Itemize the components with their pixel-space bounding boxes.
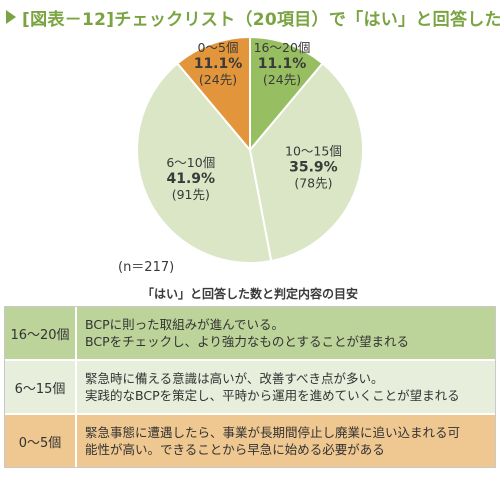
- description-line: 緊急事態に遭遇したら、事業が長期間停止し廃業に追い込まれる可: [85, 425, 461, 440]
- slice-count-label: (91先): [172, 187, 210, 202]
- slice-percent-label: 35.9%: [289, 159, 338, 175]
- table-row: 16～20個 BCPに則った取組みが進んでいる。 BCPをチェックし、より強力な…: [5, 307, 495, 361]
- slice-category-label: 0～5個: [198, 40, 239, 55]
- description-line: 実践的なBCPを策定し、平時から運用を進めていくことが望まれる: [85, 388, 460, 403]
- slice-category-label: 6～10個: [166, 155, 215, 170]
- slice-count-label: (24先): [263, 72, 301, 87]
- description-cell: 緊急時に備える意識は高いが、改善すべき点が多い。 実践的なBCPを策定し、平時か…: [75, 361, 495, 413]
- slice-percent-label: 41.9%: [166, 171, 215, 187]
- title-marker-icon: [6, 10, 16, 24]
- description-cell: 緊急事態に遭遇したら、事業が長期間停止し廃業に追い込まれる可 能性が高い。できる…: [75, 415, 495, 467]
- pie-slice: [136, 61, 273, 264]
- slice-percent-label: 11.1%: [258, 56, 307, 72]
- slice-category-label: 10～15個: [285, 143, 342, 158]
- slice-percent-label: 11.1%: [194, 56, 243, 72]
- chart-title-text: [図表－12]チェックリスト（20項目）で「はい」と回答した数: [22, 9, 500, 30]
- description-line: 緊急時に備える意識は高いが、改善すべき点が多い。: [85, 371, 384, 386]
- slice-count-label: (78先): [294, 175, 332, 190]
- range-cell: 16～20個: [5, 307, 75, 359]
- slice-category-label: 16～20個: [254, 40, 311, 55]
- description-line: BCPをチェックし、より強力なものとすることが望まれる: [85, 334, 409, 349]
- table-row: 6～15個 緊急時に備える意識は高いが、改善すべき点が多い。 実践的なBCPを策…: [5, 361, 495, 415]
- sample-size-note: (n＝217): [118, 260, 175, 275]
- description-line: BCPに則った取組みが進んでいる。: [85, 317, 284, 332]
- chart-title: [図表－12]チェックリスト（20項目）で「はい」と回答した数: [6, 6, 500, 30]
- table-row: 0～5個 緊急事態に遭遇したら、事業が長期間停止し廃業に追い込まれる可 能性が高…: [5, 415, 495, 467]
- pie-slice: [249, 35, 324, 153]
- range-cell: 6～15個: [5, 361, 75, 413]
- assessment-table: 16～20個 BCPに則った取組みが進んでいる。 BCPをチェックし、より強力な…: [4, 306, 496, 468]
- range-cell: 0～5個: [5, 415, 75, 467]
- description-cell: BCPに則った取組みが進んでいる。 BCPをチェックし、より強力なものとすること…: [75, 307, 495, 359]
- table-title: 「はい」と回答した数と判定内容の目安: [141, 287, 358, 301]
- pie-chart: 16～20個11.1%(24先)10～15個35.9%(78先)6～10個41.…: [136, 35, 364, 264]
- pie-slice: [176, 35, 251, 153]
- description-line: 能性が高い。できることから早急に始める必要がある: [85, 442, 385, 457]
- pie-slice: [248, 61, 364, 263]
- slice-count-label: (24先): [199, 72, 237, 87]
